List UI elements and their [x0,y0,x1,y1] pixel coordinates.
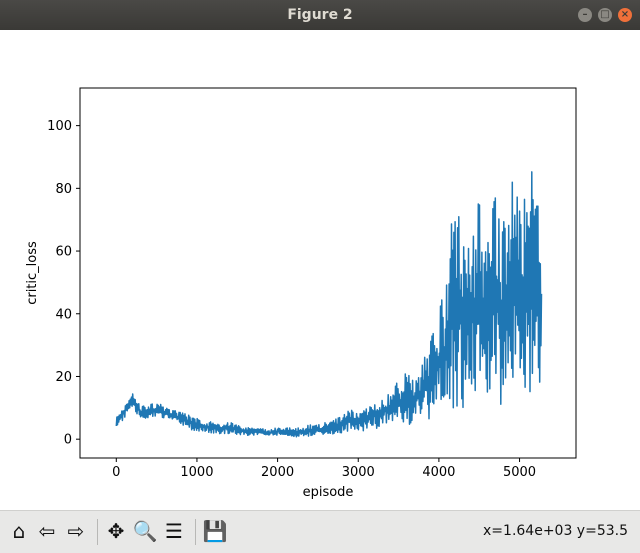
x-tick-label: 0 [112,465,120,480]
x-tick-label: 3000 [342,465,375,480]
y-axis-label: critic_loss [25,241,40,305]
back-icon[interactable]: ⇦ [38,519,56,543]
navigation-toolbar: ⌂ ⇦ ⇨ ✥ 🔍 ☰ 💾 x=1.64e+03 y=53.5 [0,510,640,553]
y-tick-label: 0 [64,433,72,448]
y-tick-label: 40 [55,307,72,322]
toolbar-separator [97,519,98,545]
zoom-icon[interactable]: 🔍 [132,519,158,543]
x-tick-label: 1000 [180,465,213,480]
x-tick-label: 4000 [422,465,455,480]
y-tick-label: 20 [55,370,72,385]
close-icon[interactable]: × [618,8,632,22]
save-icon[interactable]: 💾 [202,519,228,543]
forward-icon[interactable]: ⇨ [67,519,85,543]
y-tick-label: 100 [47,119,72,134]
home-icon[interactable]: ⌂ [12,519,26,543]
x-tick-label: 5000 [503,465,536,480]
x-tick-label: 2000 [261,465,294,480]
figure-canvas[interactable]: 0 1000 2000 3000 4000 5000 0 20 40 60 80 100 episode… [0,30,640,510]
window-titlebar[interactable]: Figure 2 – □ × [0,0,640,30]
y-tick-label: 80 [55,182,72,197]
toolbar-separator [195,519,196,545]
window-title: Figure 2 [287,7,353,23]
x-axis-label: episode [303,485,354,500]
series-line [115,171,543,438]
subplots-icon[interactable]: ☰ [165,519,183,543]
pan-icon[interactable]: ✥ [107,519,125,543]
axes-frame [79,87,577,459]
minimize-icon[interactable]: – [578,8,592,22]
maximize-icon[interactable]: □ [598,8,612,22]
y-tick-label: 60 [55,245,72,260]
plot-svg: 0 1000 2000 3000 4000 5000 0 20 40 60 80 100 episode… [25,87,577,500]
cursor-coordinates: x=1.64e+03 y=53.5 [483,523,628,539]
